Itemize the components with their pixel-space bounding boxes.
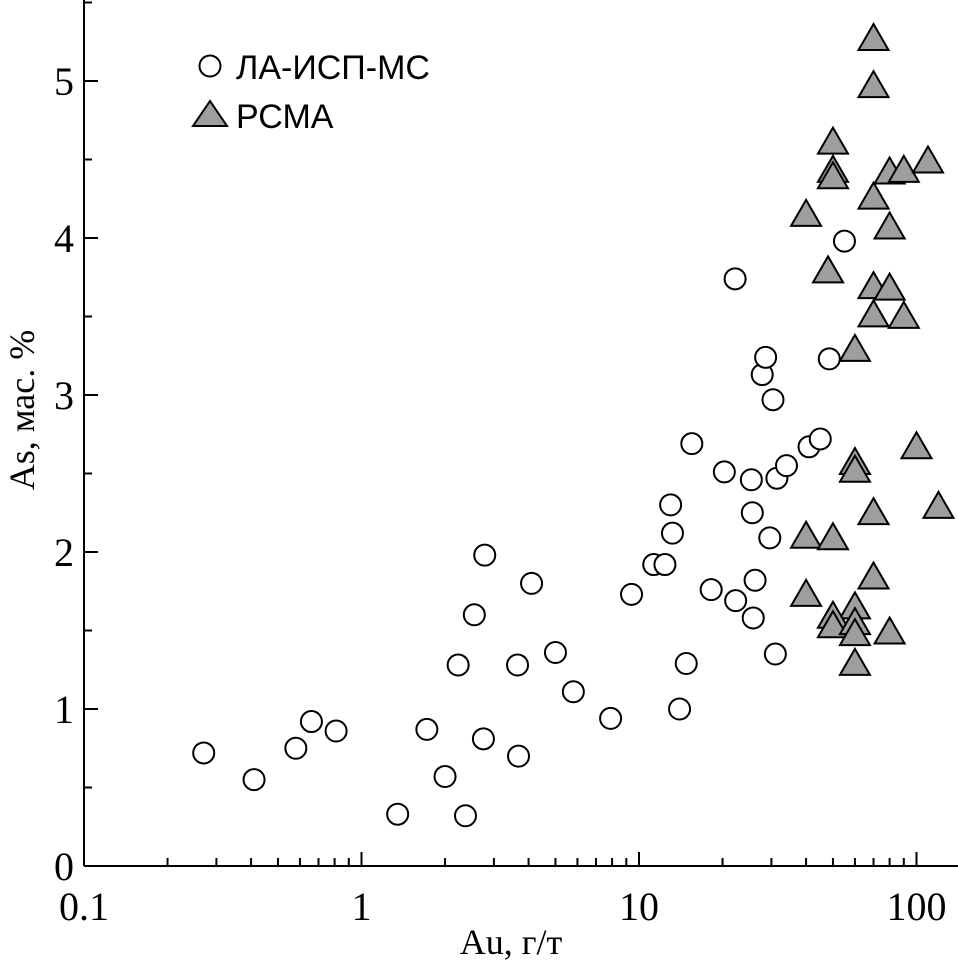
data-point-circle — [242, 768, 266, 792]
x-tick-label: 0.1 — [59, 884, 109, 929]
data-point-circle — [324, 719, 348, 743]
data-point-circle — [680, 432, 704, 456]
data-point-triangle — [789, 577, 823, 607]
data-point-circle — [507, 744, 531, 768]
data-point-circle — [761, 388, 785, 412]
data-point-circle — [192, 741, 216, 765]
data-point-circle — [561, 680, 585, 704]
data-point-circle — [462, 603, 486, 627]
data-point-circle — [763, 642, 787, 666]
data-point-circle — [817, 347, 841, 371]
data-point-circle — [599, 706, 623, 730]
data-point-triangle — [816, 521, 850, 551]
x-tick-label: 100 — [887, 884, 947, 929]
x-tick-label: 1 — [352, 884, 372, 929]
x-tick-label: 10 — [619, 884, 659, 929]
y-tick-label: 2 — [54, 530, 74, 575]
legend-label-la-icp-ms: ЛА-ИСП-МС — [236, 49, 430, 87]
data-point-triangle — [838, 453, 872, 483]
y-tick-label: 0 — [54, 844, 74, 889]
legend-circle-marker — [198, 54, 222, 78]
data-point-triangle — [887, 299, 921, 329]
data-point-triangle — [921, 489, 956, 519]
data-point-triangle — [838, 646, 872, 676]
data-point-triangle — [872, 615, 907, 645]
data-point-circle — [520, 571, 544, 595]
data-point-triangle — [856, 180, 891, 210]
data-point-triangle — [856, 496, 891, 526]
data-point-circle — [620, 582, 644, 606]
data-point-triangle — [838, 617, 872, 647]
data-point-circle — [758, 526, 782, 550]
series-2 — [789, 22, 956, 676]
legend-triangle-marker — [191, 99, 229, 127]
data-point-triangle — [887, 153, 921, 183]
data-point-circle — [774, 454, 798, 478]
legend-label-rsma: РСМА — [236, 98, 334, 136]
legend: ЛА-ИСП-МС РСМА — [191, 49, 430, 136]
data-point-circle — [453, 804, 477, 828]
y-tick-label: 4 — [54, 216, 74, 261]
y-axis-title: As, мас. % — [2, 330, 42, 491]
data-point-triangle — [856, 69, 891, 99]
series-1 — [192, 229, 856, 828]
data-point-circle — [808, 427, 832, 451]
data-point-triangle — [816, 609, 850, 639]
data-point-circle — [712, 460, 736, 484]
y-tick-label: 3 — [54, 373, 74, 418]
data-point-circle — [724, 589, 748, 613]
data-point-triangle — [872, 210, 907, 240]
data-point-triangle — [911, 144, 945, 174]
data-point-circle — [741, 606, 765, 630]
data-point-triangle — [856, 298, 891, 328]
data-point-triangle — [838, 332, 872, 362]
data-point-triangle — [856, 560, 891, 590]
tick-labels: 0.1 1 10 100 0 1 2 3 4 5 — [54, 59, 947, 929]
data-point-circle — [699, 578, 723, 602]
data-point-circle — [660, 521, 684, 545]
data-point-circle — [723, 267, 747, 291]
data-point-circle — [674, 651, 698, 675]
data-point-circle — [433, 765, 457, 789]
ticks — [83, 1, 918, 867]
data-point-triangle — [789, 197, 823, 227]
data-point-circle — [299, 710, 323, 734]
data-point-circle — [473, 543, 497, 567]
data-point-circle — [659, 493, 683, 517]
data-point-triangle — [872, 271, 907, 301]
y-tick-label: 1 — [54, 687, 74, 732]
data-point-circle — [832, 229, 856, 253]
data-point-circle — [446, 653, 470, 677]
data-point-circle — [506, 653, 530, 677]
data-point-circle — [386, 802, 410, 826]
data-point-circle — [743, 568, 767, 592]
data-point-circle — [739, 468, 763, 492]
data-point-circle — [284, 736, 308, 760]
axes — [83, 0, 958, 867]
y-tick-label: 5 — [54, 59, 74, 104]
x-axis-title: Au, г/т — [460, 922, 563, 962]
data-point-triangle — [899, 430, 934, 460]
data-point-circle — [668, 697, 692, 721]
data-point-circle — [415, 717, 439, 741]
data-point-circle — [653, 553, 677, 577]
data-point-circle — [754, 345, 778, 369]
data-points — [192, 22, 956, 828]
data-point-circle — [740, 501, 764, 525]
data-point-triangle — [856, 22, 891, 52]
data-point-circle — [471, 727, 495, 751]
data-point-triangle — [816, 125, 850, 155]
data-point-circle — [543, 640, 567, 664]
data-point-triangle — [816, 160, 850, 190]
data-point-triangle — [789, 519, 823, 549]
data-point-triangle — [811, 254, 845, 284]
